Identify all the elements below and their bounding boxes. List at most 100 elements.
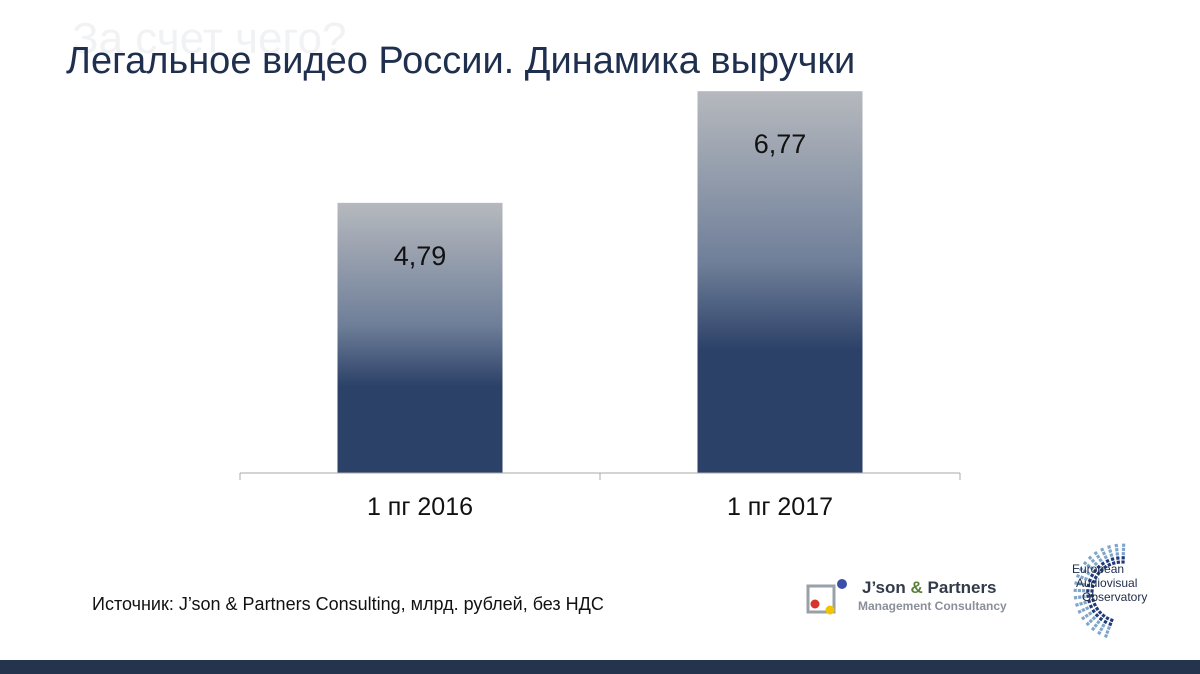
eao-arc-tile — [1091, 598, 1096, 603]
bar-1 — [697, 91, 863, 473]
eao-arc-tile — [1081, 589, 1086, 593]
eao-arc-tile — [1088, 618, 1094, 624]
category-label-0: 1 пг 2016 — [367, 493, 473, 521]
eao-arc-tile — [1082, 594, 1086, 599]
eao-arc-tile — [1093, 561, 1099, 567]
eao-arc-tile — [1106, 626, 1111, 631]
eao-arc-tile — [1078, 567, 1084, 572]
eao-arc-tile — [1101, 623, 1106, 628]
eao-arc-tile — [1090, 593, 1095, 598]
eao-arc-tile — [1089, 566, 1094, 571]
eao-arc-tile — [1097, 610, 1103, 615]
eao-arc-tile — [1116, 560, 1121, 565]
eao-arc-tile — [1083, 600, 1088, 605]
eao-arc-tile — [1093, 575, 1098, 580]
eao-arc-tile — [1094, 613, 1100, 618]
eao-arc-tile — [1077, 588, 1082, 593]
eao-arc-tile — [1082, 582, 1087, 587]
json-partners-subtitle: Management Consultancy — [858, 599, 1007, 613]
eao-arc-tile — [1115, 547, 1119, 552]
eao-arc-tile — [1077, 595, 1082, 599]
eao-arc-tile — [1121, 547, 1126, 552]
eao-arc-tile — [1105, 616, 1110, 621]
eao-arc-tile — [1075, 602, 1079, 607]
eao-arc-tile — [1087, 599, 1092, 604]
eao-arc-tile — [1090, 584, 1095, 589]
eao-arc-tile — [1093, 550, 1099, 556]
eao-arc-tile — [1079, 575, 1085, 580]
eao-arc-tile — [1091, 615, 1097, 621]
eao-arc-tile — [1074, 581, 1078, 585]
eao-arc-tile — [1077, 609, 1082, 614]
bar-0 — [337, 202, 503, 473]
eao-arc-tile — [1086, 583, 1091, 588]
eao-arc-tile — [1092, 602, 1097, 607]
slide-title: Легальное видео России. Динамика выручки — [66, 40, 856, 82]
eao-arc-tile — [1121, 556, 1125, 560]
eao-text: European Audiovisual Observatory — [1072, 562, 1147, 604]
eao-arc-tile — [1107, 562, 1112, 567]
eao-arc-tile — [1096, 571, 1101, 576]
eao-arc-tile — [1096, 620, 1101, 625]
eao-arc-tile — [1107, 545, 1112, 549]
json-partners-mark-icon — [806, 579, 847, 615]
eao-arc-tile — [1082, 569, 1087, 574]
eao-arc-tile — [1087, 578, 1092, 583]
eao-arc-tile — [1073, 595, 1078, 600]
eao-arc-tile — [1086, 563, 1091, 569]
eao-arc-tile — [1111, 561, 1116, 566]
eao-line-2: Audiovisual — [1076, 576, 1138, 590]
eao-arc-tile — [1088, 604, 1094, 609]
eao-arc-tile — [1092, 568, 1098, 574]
eao-arc-tile — [1103, 555, 1108, 560]
category-label-1: 1 пг 2017 — [727, 493, 833, 521]
eao-logo: European Audiovisual Observatory — [1040, 540, 1190, 640]
eao-arc-tile — [1100, 561, 1106, 566]
eao-arc-tile — [1084, 613, 1089, 619]
eao-arc-tile — [1086, 571, 1091, 576]
eao-arc-tile — [1105, 558, 1110, 564]
eao-arc-tile — [1108, 622, 1113, 627]
revenue-bar-chart: 4,79 1 пг 2016 6,77 1 пг 2017 — [239, 91, 961, 521]
eao-arc-tile — [1105, 629, 1110, 635]
eao-arc-tile — [1098, 616, 1104, 622]
eao-arc-tile — [1109, 553, 1114, 558]
eao-arc-tile — [1095, 554, 1101, 559]
eao-arc-tile — [1101, 613, 1106, 618]
eao-line-1: European — [1072, 562, 1125, 576]
eao-arc-tile — [1078, 581, 1083, 586]
eao-arc-tile — [1079, 601, 1084, 606]
eao-arc-tile — [1110, 557, 1115, 562]
eao-arc-tile — [1099, 567, 1104, 573]
eao-arc-tile — [1075, 573, 1081, 579]
eao-arc-tile — [1091, 579, 1096, 584]
footer-bar — [0, 660, 1200, 674]
eao-arc-tile — [1115, 552, 1120, 556]
eao-arc-tile — [1086, 589, 1090, 593]
eao-arc-tile — [1083, 576, 1088, 581]
eao-arc-tile — [1090, 626, 1096, 632]
eao-arc-tile — [1073, 588, 1077, 593]
eao-arc-icon — [1073, 543, 1126, 639]
eao-arc-tile — [1116, 556, 1120, 560]
eao-arc-tile — [1097, 630, 1102, 636]
eao-arc-tile — [1090, 589, 1094, 593]
eao-arc-tile — [1089, 573, 1095, 578]
eao-arc-tile — [1094, 606, 1100, 611]
eao-arc-tile — [1100, 547, 1105, 552]
json-partners-name: J’son & Partners — [862, 578, 997, 597]
eao-arc-tile — [1086, 594, 1090, 598]
eao-arc-tile — [1096, 564, 1101, 570]
eao-arc-tile — [1093, 623, 1099, 628]
eao-arc-tile — [1109, 618, 1114, 623]
eao-arc-tile — [1090, 558, 1096, 564]
json-partners-logo: J’son & Partners Management Consultancy — [806, 568, 1026, 620]
eao-arc-tile — [1082, 560, 1088, 566]
eao-arc-tile — [1085, 606, 1090, 611]
eao-arc-tile — [1121, 543, 1126, 547]
eao-arc-tile — [1098, 557, 1103, 563]
ghost-title: За счет чего? — [72, 14, 347, 63]
eao-arc-tile — [1103, 564, 1108, 570]
eao-line-3: Observatory — [1082, 590, 1148, 604]
eao-arc-tile — [1080, 615, 1086, 621]
